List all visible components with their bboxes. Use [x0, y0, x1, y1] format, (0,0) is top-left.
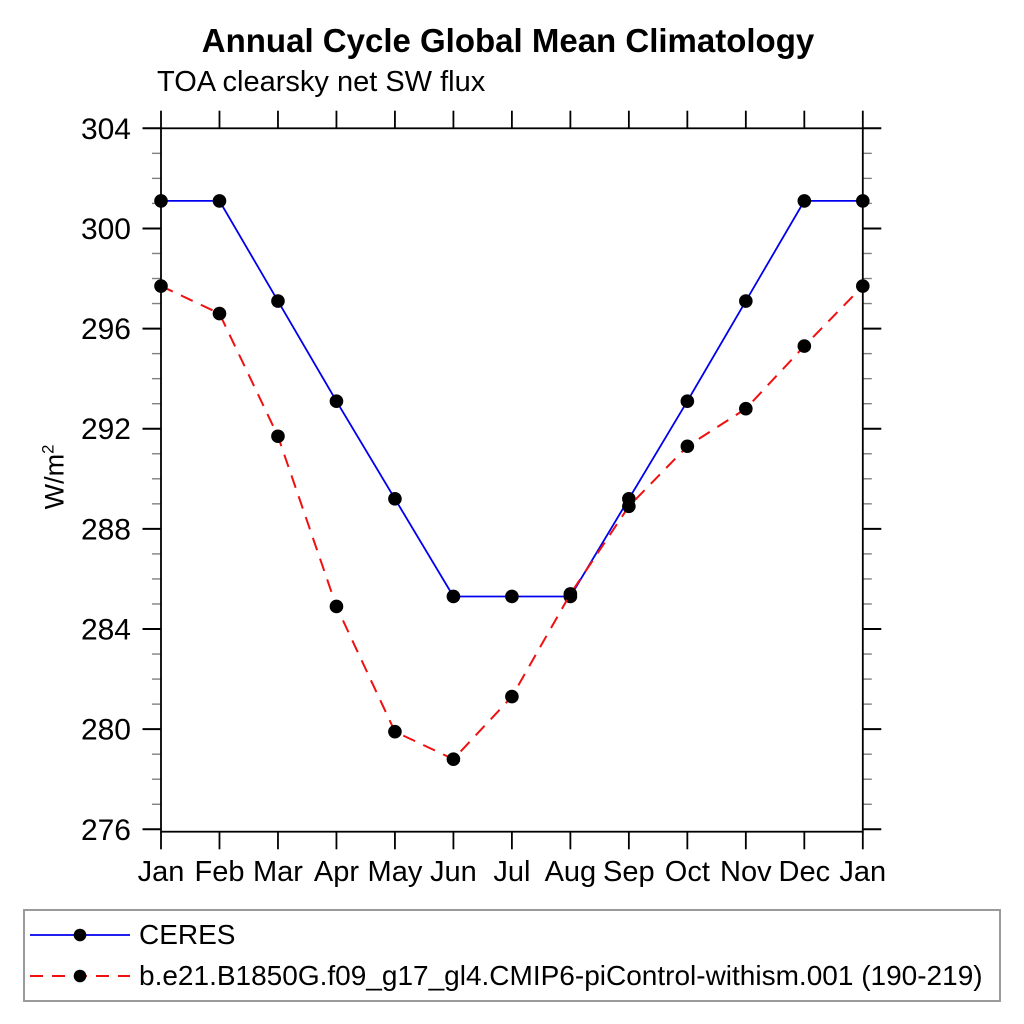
data-point-marker [856, 194, 870, 208]
y-axis-label-wrap: W/m2 [26, 385, 82, 569]
x-tick-label: May [368, 856, 423, 888]
data-point-marker [271, 429, 285, 444]
data-point-marker [505, 589, 519, 604]
data-point-marker [797, 339, 812, 353]
data-point-marker [856, 279, 870, 293]
x-tick-label: Jan [839, 856, 886, 888]
y-axis-label-sup: 2 [38, 444, 58, 454]
y-tick-label: 284 [81, 614, 131, 647]
x-tick-label: Jun [430, 856, 477, 888]
x-tick-label: Oct [665, 856, 710, 888]
legend-sample-marker [73, 928, 87, 942]
series-line-0 [161, 200, 863, 598]
data-point-marker [680, 439, 695, 454]
chart-subtitle: TOA clearsky net SW flux [157, 66, 486, 98]
y-tick-label: 304 [81, 113, 131, 146]
chart-title: Annual Cycle Global Mean Climatology [201, 22, 815, 59]
legend-item: b.e21.B1850G.f09_g17_gl4.CMIP6-piControl… [29, 956, 999, 997]
legend-label: b.e21.B1850G.f09_g17_gl4.CMIP6-piControl… [139, 960, 983, 991]
y-tick-label: 292 [81, 413, 131, 446]
data-point-marker [797, 194, 812, 208]
x-tick-label: Mar [253, 856, 303, 888]
data-point-marker [739, 294, 753, 308]
series-1 [154, 279, 870, 766]
y-axis-label-base: W/m [39, 453, 70, 510]
legend-label: CERES [139, 919, 236, 950]
x-tick-label: Aug [545, 856, 597, 888]
legend-box: CERES b.e21.B1850G.f09_g17_gl4.CMIP6-piCo… [23, 909, 1001, 1002]
legend-item: CERES [29, 915, 999, 956]
data-point-marker [212, 306, 227, 321]
x-tick-label: Sep [603, 856, 655, 888]
legend-sample-marker [73, 969, 87, 983]
series-0 [154, 194, 870, 604]
x-tick-label: Feb [194, 856, 244, 888]
data-point-marker [446, 589, 461, 604]
plot-box [160, 127, 864, 833]
data-point-marker [446, 752, 461, 766]
y-axis-label: W/m2 [38, 445, 70, 510]
data-point-marker [212, 194, 227, 208]
data-point-marker [154, 279, 168, 293]
y-tick-label: 296 [81, 313, 131, 346]
data-point-marker [329, 599, 344, 614]
x-tick-label: Dec [779, 856, 831, 888]
y-tick-label: 276 [81, 814, 131, 847]
legend-sample-1 [30, 969, 130, 983]
data-point-marker [154, 194, 168, 208]
data-point-marker [739, 401, 753, 416]
data-point-marker [388, 724, 402, 739]
data-point-marker [388, 492, 402, 506]
x-tick-label: Jul [493, 856, 530, 888]
data-point-marker [271, 294, 285, 308]
x-tick-label: Nov [720, 856, 772, 888]
series-line-1 [160, 285, 864, 761]
x-tick-label: Apr [314, 856, 359, 888]
y-tick-label: 300 [81, 213, 131, 246]
legend-sample-0 [30, 928, 130, 942]
data-point-marker [505, 689, 519, 704]
data-point-marker [680, 394, 695, 408]
y-tick-label: 280 [81, 714, 131, 747]
y-tick-label: 288 [81, 513, 131, 546]
data-point-marker [329, 394, 344, 408]
x-tick-label: Jan [138, 856, 185, 888]
data-point-marker [563, 587, 578, 601]
data-point-marker [622, 499, 636, 514]
